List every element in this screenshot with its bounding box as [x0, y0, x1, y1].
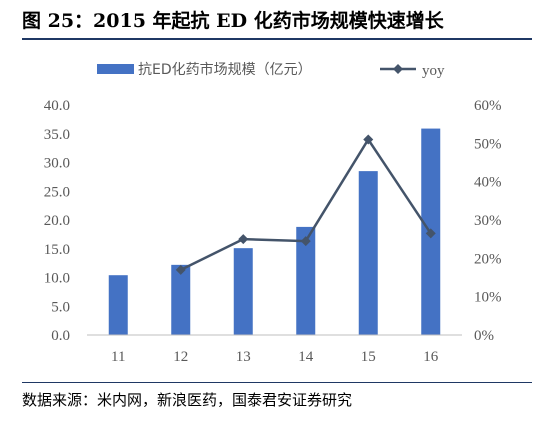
legend-bar-label: 抗ED化药市场规模（亿元） — [138, 61, 312, 78]
y-right-tick-label: 50% — [474, 136, 502, 152]
y-axis-right: 0% 10% 20% 30% 40% 50% 60% — [474, 98, 502, 344]
y-right-tick-label: 0% — [474, 328, 494, 344]
yoy-point — [425, 228, 436, 239]
y-axis-left: 0.0 5.0 10.0 15.0 20.0 25.0 30.0 35.0 40.0 — [44, 98, 70, 344]
yoy-point — [300, 236, 311, 247]
y-left-tick-label: 0.0 — [51, 328, 70, 344]
y-left-tick-label: 20.0 — [44, 213, 70, 229]
x-tick-label: 16 — [423, 349, 439, 365]
y-left-tick-label: 40.0 — [44, 98, 70, 114]
y-right-tick-label: 10% — [474, 290, 502, 306]
y-right-tick-label: 30% — [474, 213, 502, 229]
y-right-tick-label: 20% — [474, 251, 502, 267]
yoy-series — [175, 134, 436, 275]
x-tick-label: 15 — [361, 349, 376, 365]
y-left-tick-label: 25.0 — [44, 184, 70, 200]
legend-line-label: yoy — [422, 63, 445, 79]
bar — [296, 226, 316, 335]
y-left-tick-label: 35.0 — [44, 127, 70, 143]
y-left-tick-label: 30.0 — [44, 156, 70, 172]
x-tick-label: 11 — [111, 349, 125, 365]
bar — [233, 248, 253, 335]
x-tick-label: 13 — [236, 349, 251, 365]
yoy-point — [238, 234, 249, 245]
x-tick-label: 12 — [173, 349, 188, 365]
y-right-tick-label: 60% — [474, 98, 502, 114]
source-divider — [22, 382, 532, 383]
bar — [108, 275, 128, 335]
yoy-point — [175, 264, 186, 275]
bar-series — [108, 128, 441, 335]
legend: 抗ED化药市场规模（亿元） yoy — [97, 61, 445, 79]
legend-bar-swatch — [97, 64, 134, 74]
bar — [171, 264, 191, 335]
figure-title: 图 25：2015 年起抗 ED 化药市场规模快速增长 — [22, 10, 444, 32]
y-right-tick-label: 40% — [474, 175, 502, 191]
y-left-tick-label: 10.0 — [44, 271, 70, 287]
yoy-point — [363, 134, 374, 145]
legend-line-marker — [393, 64, 403, 74]
source-note: 数据来源：米内网，新浪医药，国泰君安证券研究 — [22, 391, 353, 409]
x-axis: 11 12 13 14 15 16 — [87, 334, 462, 365]
bar — [358, 171, 378, 335]
title-divider — [22, 38, 532, 40]
x-tick-label: 14 — [298, 349, 314, 365]
y-left-tick-label: 5.0 — [51, 299, 70, 315]
y-left-tick-label: 15.0 — [44, 242, 70, 258]
